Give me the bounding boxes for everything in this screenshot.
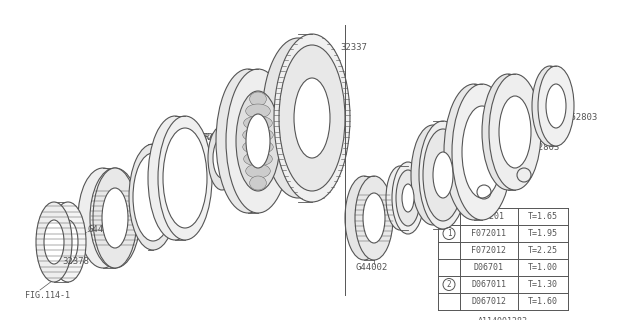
Ellipse shape bbox=[129, 144, 177, 250]
Text: T=1.95: T=1.95 bbox=[528, 229, 558, 238]
Ellipse shape bbox=[402, 184, 414, 212]
Ellipse shape bbox=[279, 45, 345, 191]
Ellipse shape bbox=[36, 202, 72, 282]
Ellipse shape bbox=[236, 91, 280, 191]
Ellipse shape bbox=[93, 168, 137, 268]
Ellipse shape bbox=[419, 121, 467, 229]
Ellipse shape bbox=[50, 202, 86, 282]
Ellipse shape bbox=[433, 152, 453, 198]
Ellipse shape bbox=[243, 128, 273, 142]
Ellipse shape bbox=[411, 125, 455, 225]
Text: D067011: D067011 bbox=[472, 280, 506, 289]
Text: F072012: F072012 bbox=[472, 246, 506, 255]
Ellipse shape bbox=[262, 38, 334, 198]
Text: 2: 2 bbox=[447, 280, 451, 289]
Text: 1: 1 bbox=[482, 188, 486, 196]
Ellipse shape bbox=[444, 84, 504, 220]
Text: D067012: D067012 bbox=[472, 297, 506, 306]
Text: T=2.25: T=2.25 bbox=[528, 246, 558, 255]
Text: G44002: G44002 bbox=[356, 263, 388, 273]
Ellipse shape bbox=[58, 220, 78, 264]
Text: 32614: 32614 bbox=[275, 100, 302, 109]
Text: 32378: 32378 bbox=[62, 258, 89, 267]
Ellipse shape bbox=[226, 69, 290, 213]
Ellipse shape bbox=[163, 128, 207, 228]
Ellipse shape bbox=[244, 152, 273, 166]
Text: FIG.114-1: FIG.114-1 bbox=[25, 291, 70, 300]
Ellipse shape bbox=[133, 153, 173, 241]
Ellipse shape bbox=[392, 162, 424, 234]
Ellipse shape bbox=[546, 84, 566, 128]
Ellipse shape bbox=[148, 116, 202, 240]
Text: T=1.00: T=1.00 bbox=[528, 263, 558, 272]
Ellipse shape bbox=[482, 74, 534, 190]
Ellipse shape bbox=[44, 220, 64, 264]
Text: FRONT: FRONT bbox=[200, 133, 227, 142]
Ellipse shape bbox=[208, 126, 236, 190]
Ellipse shape bbox=[489, 74, 541, 190]
Ellipse shape bbox=[213, 138, 231, 178]
Ellipse shape bbox=[274, 34, 350, 202]
Ellipse shape bbox=[462, 106, 502, 198]
Text: T=1.30: T=1.30 bbox=[528, 280, 558, 289]
Text: 32341: 32341 bbox=[138, 183, 165, 193]
Text: F07201: F07201 bbox=[474, 212, 504, 221]
Text: 2: 2 bbox=[522, 171, 526, 180]
Text: T=1.65: T=1.65 bbox=[528, 212, 558, 221]
Text: 32379: 32379 bbox=[390, 218, 417, 227]
Ellipse shape bbox=[250, 176, 266, 190]
Text: T=1.60: T=1.60 bbox=[528, 297, 558, 306]
Ellipse shape bbox=[294, 78, 330, 158]
Ellipse shape bbox=[246, 164, 270, 178]
Ellipse shape bbox=[78, 168, 128, 268]
Ellipse shape bbox=[250, 92, 266, 106]
Ellipse shape bbox=[158, 116, 212, 240]
Ellipse shape bbox=[499, 96, 531, 168]
Ellipse shape bbox=[532, 66, 568, 146]
Ellipse shape bbox=[363, 193, 385, 243]
Ellipse shape bbox=[386, 166, 414, 230]
Text: A114001283: A114001283 bbox=[478, 317, 528, 320]
Text: G32901: G32901 bbox=[430, 194, 462, 203]
Text: 32613: 32613 bbox=[218, 108, 245, 116]
Ellipse shape bbox=[538, 66, 574, 146]
Ellipse shape bbox=[345, 176, 383, 260]
Ellipse shape bbox=[216, 69, 280, 213]
Ellipse shape bbox=[452, 84, 512, 220]
Text: D52803: D52803 bbox=[527, 143, 559, 153]
Ellipse shape bbox=[244, 116, 273, 130]
Text: 32605A: 32605A bbox=[202, 133, 234, 142]
Text: 1: 1 bbox=[447, 229, 451, 238]
Text: 32614: 32614 bbox=[168, 157, 195, 166]
Ellipse shape bbox=[243, 140, 273, 154]
Ellipse shape bbox=[90, 168, 140, 268]
Ellipse shape bbox=[246, 114, 270, 168]
Ellipse shape bbox=[102, 188, 128, 248]
Ellipse shape bbox=[355, 176, 393, 260]
Ellipse shape bbox=[396, 170, 420, 226]
Text: D06701: D06701 bbox=[474, 263, 504, 272]
Text: G44002: G44002 bbox=[88, 226, 120, 235]
Text: C62803: C62803 bbox=[565, 114, 597, 123]
Text: F072011: F072011 bbox=[472, 229, 506, 238]
Ellipse shape bbox=[423, 129, 463, 221]
Ellipse shape bbox=[246, 104, 270, 118]
Text: 32337: 32337 bbox=[340, 44, 367, 52]
